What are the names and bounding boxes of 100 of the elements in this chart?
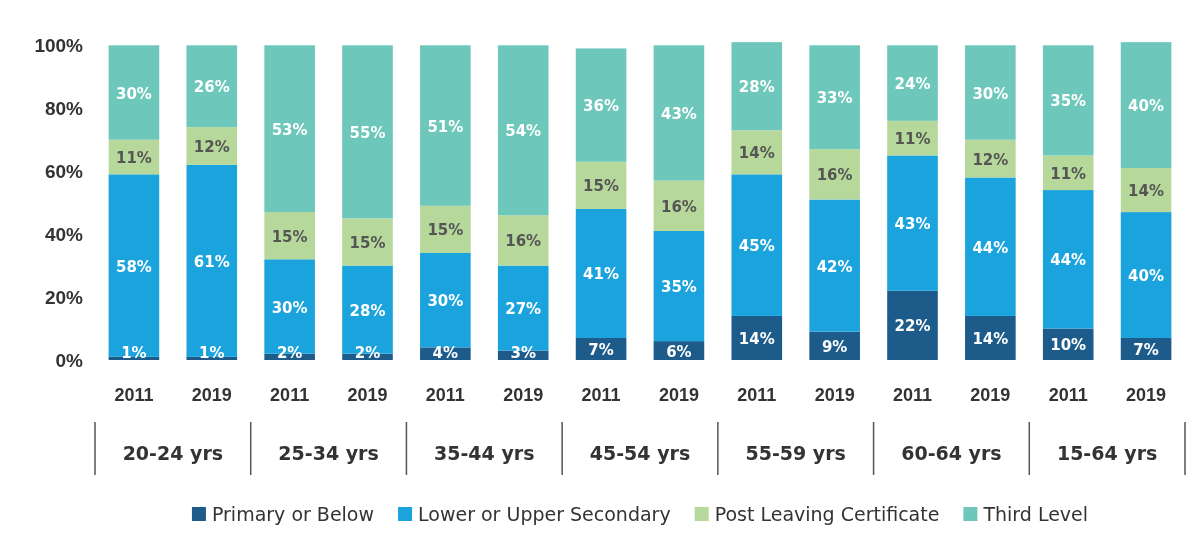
data-label: 54% (505, 122, 542, 141)
data-label: 7% (1133, 340, 1159, 359)
x-tick-label: 2011 (1048, 384, 1088, 405)
data-label: 14% (738, 329, 775, 348)
bar (1120, 42, 1172, 169)
bar (965, 45, 1016, 140)
data-label: 11% (115, 149, 152, 168)
y-tick-label: 20% (44, 286, 84, 308)
legend-label: Third Level (982, 503, 1089, 525)
data-label: 28% (738, 78, 775, 97)
data-label: 43% (894, 215, 931, 234)
bar (809, 199, 860, 332)
data-label: 15% (271, 227, 308, 246)
data-label: 43% (660, 104, 697, 123)
data-label: 16% (816, 166, 853, 185)
data-label: 40% (1128, 97, 1165, 116)
data-label: 9% (821, 337, 848, 356)
data-label: 15% (427, 221, 464, 240)
data-label: 33% (816, 89, 853, 108)
data-label: 44% (1050, 251, 1087, 270)
data-label: 35% (1050, 92, 1087, 111)
x-tick-label: 2011 (581, 384, 621, 405)
bar (264, 212, 315, 260)
bar (342, 218, 393, 266)
bar (420, 253, 471, 348)
bar (575, 208, 627, 338)
text: 60-64 yrs (901, 442, 1002, 464)
data-label: 15% (349, 233, 386, 252)
data-label: 40% (1128, 267, 1165, 286)
data-label: 35% (660, 278, 697, 297)
data-label: 36% (583, 97, 620, 116)
data-label: 51% (427, 117, 464, 136)
x-tick-label: 2019 (658, 384, 699, 405)
bar (887, 155, 938, 291)
bar (887, 290, 938, 360)
bar (653, 230, 705, 342)
data-label: 14% (1128, 182, 1165, 201)
bar (186, 164, 238, 357)
data-label: 44% (972, 238, 1009, 257)
text: 15-64 yrs (1056, 442, 1158, 464)
data-label: 4% (432, 344, 459, 362)
legend-label: Post Leaving Certificate (714, 503, 940, 525)
bar (497, 215, 549, 266)
data-label: 55% (349, 123, 386, 142)
data-label: 6% (666, 342, 692, 361)
data-label: 11% (1050, 164, 1087, 183)
data-label: 3% (510, 344, 536, 362)
bar (653, 45, 705, 181)
bar (965, 177, 1016, 316)
text: 25-34 yrs (278, 442, 379, 464)
bar (1042, 190, 1094, 329)
y-tick-label: 100% (34, 34, 84, 56)
text: 35-44 yrs (434, 442, 535, 464)
y-tick-label: 80% (44, 97, 84, 119)
y-tick-label: 60% (44, 160, 84, 182)
bar (420, 45, 471, 206)
data-label: 30% (271, 298, 308, 317)
data-label: 15% (583, 177, 620, 196)
bar (1042, 45, 1094, 156)
text: 55-59 yrs (745, 442, 846, 464)
bar (108, 45, 160, 140)
x-tick-label: 2011 (737, 384, 777, 405)
x-tick-label: 2019 (1126, 384, 1167, 405)
data-label: 45% (738, 237, 775, 256)
data-label: 61% (193, 252, 230, 271)
legend-label: Primary or Below (211, 503, 375, 525)
data-label: 10% (1050, 336, 1087, 355)
x-tick-label: 2019 (347, 384, 388, 405)
data-label: 2% (276, 344, 303, 362)
data-label: 30% (972, 84, 1009, 103)
data-label: 42% (816, 257, 853, 276)
data-label: 16% (660, 197, 697, 216)
bar (731, 42, 783, 131)
bar (809, 149, 860, 200)
x-tick-label: 2019 (814, 384, 855, 405)
data-label: 30% (427, 292, 464, 311)
bar (809, 45, 860, 150)
data-label: 27% (505, 300, 542, 319)
bar (264, 45, 315, 213)
x-tick-label: 2011 (425, 384, 465, 405)
x-tick-label: 2019 (503, 384, 544, 405)
x-tick-label: 2011 (270, 384, 310, 405)
data-label: 12% (972, 150, 1009, 169)
bar (731, 174, 783, 316)
data-label: 14% (738, 144, 775, 163)
data-label: 22% (894, 317, 931, 336)
data-label: 24% (894, 75, 931, 94)
text: 45-54 yrs (589, 442, 691, 464)
data-label: 53% (271, 120, 308, 139)
data-label: 41% (583, 265, 620, 284)
data-label: 1% (121, 344, 147, 362)
bar (1120, 212, 1172, 338)
data-label: 14% (972, 329, 1009, 348)
data-label: 26% (193, 78, 230, 97)
data-label: 28% (349, 301, 386, 320)
legend-label: Lower or Upper Secondary (418, 503, 671, 525)
bar (186, 45, 238, 128)
y-tick-label: 0% (55, 349, 84, 371)
bar (342, 45, 393, 219)
x-tick-label: 2019 (970, 384, 1011, 405)
